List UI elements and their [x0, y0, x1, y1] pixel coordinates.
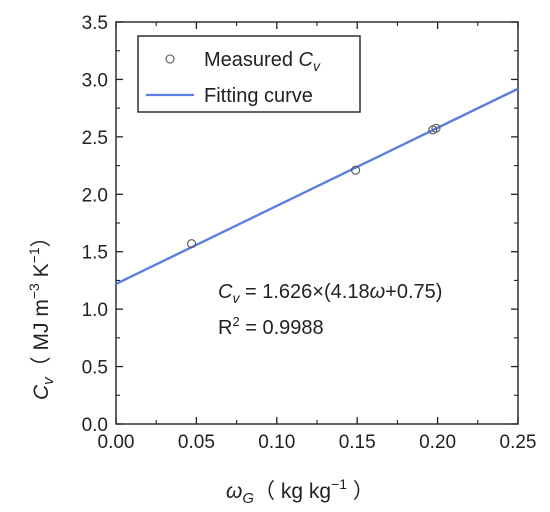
y-axis-label: Cv（ MJ m−3 K−1） [26, 226, 57, 400]
ticks: 0.00 0.05 0.10 0.15 0.20 0.25 0.0 0.5 1.0 1.5 2.0 2… [82, 13, 537, 453]
x-axis-label: ωG（ kg kg−1 ） [226, 476, 374, 507]
plot-data [115, 87, 519, 286]
legend-marker-measured [165, 54, 175, 64]
y-tick-label: 1.0 [82, 300, 108, 321]
y-tick-label: 0.5 [82, 358, 108, 379]
y-tick-label: 3.5 [82, 13, 108, 34]
x-tick-label: 0.05 [178, 432, 215, 453]
y-tick-label: 1.5 [82, 243, 108, 264]
legend-box [137, 35, 361, 113]
x-tick-label: 0.00 [98, 432, 135, 453]
y-tick-label: 0.0 [82, 415, 108, 436]
fitting-curve-line [115, 87, 519, 286]
y-tick-label: 2.5 [82, 128, 108, 149]
x-tick-label: 0.10 [258, 432, 295, 453]
x-tick-label: 0.15 [339, 432, 376, 453]
equation-annotation: Cv = 1.626×(4.18ω+0.75) [218, 281, 442, 306]
data-point [351, 165, 361, 175]
legend: Measured Cv Fitting curve [137, 35, 361, 113]
legend-label-measured: Measured Cv [204, 49, 321, 74]
x-tick-label: 0.25 [500, 432, 537, 453]
x-tick-label: 0.20 [419, 432, 456, 453]
y-tick-label: 3.0 [82, 70, 108, 91]
data-point [431, 123, 441, 133]
data-point [187, 239, 197, 249]
legend-label-fit: Fitting curve [204, 85, 313, 107]
y-tick-label: 2.0 [82, 185, 108, 206]
r-squared-annotation: R2 = 0.9988 [218, 314, 324, 339]
